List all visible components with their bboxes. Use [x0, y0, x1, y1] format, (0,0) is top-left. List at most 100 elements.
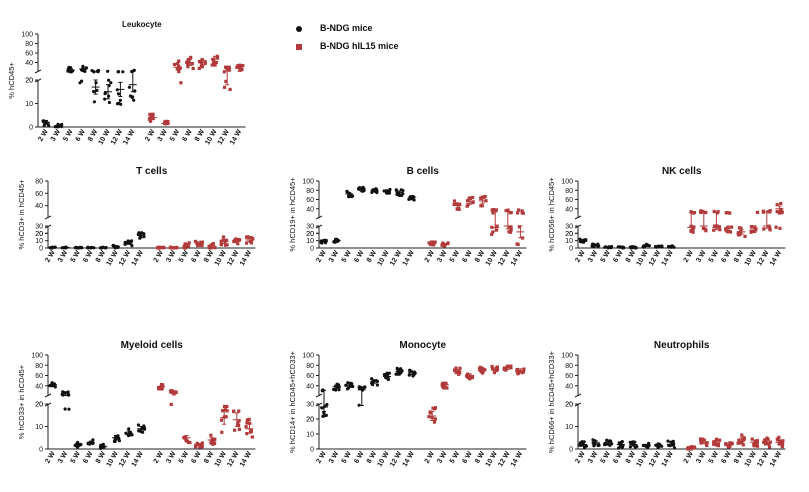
data-point — [346, 387, 350, 391]
panel-title: NK cells — [662, 166, 702, 177]
data-point — [190, 62, 194, 66]
data-point — [322, 411, 326, 415]
data-point — [495, 365, 499, 369]
data-point — [237, 419, 241, 423]
y-tick-label: 20 — [25, 78, 33, 85]
data-point — [718, 438, 722, 442]
x-tick-label: 14 W — [131, 249, 145, 267]
data-point — [740, 433, 744, 437]
y-tick-label: 40 — [565, 383, 573, 390]
data-point — [121, 70, 125, 74]
data-point — [370, 377, 374, 381]
data-point — [91, 438, 95, 442]
x-tick-label: 14 W — [229, 128, 243, 146]
data-point — [739, 226, 743, 230]
data-point — [337, 388, 341, 392]
y-tick-label: 40 — [35, 383, 43, 390]
panel-title: Myeloid cells — [121, 340, 184, 351]
x-tick-label: 8 W — [474, 249, 486, 264]
data-point — [187, 241, 191, 245]
legend-label: B-NDG mice — [320, 23, 373, 33]
data-point — [490, 232, 494, 236]
y-axis-label: % hCD33+ in hCD45+ — [17, 364, 26, 439]
data-point — [522, 367, 526, 371]
data-point — [91, 441, 95, 445]
data-point — [470, 376, 475, 380]
data-point — [705, 443, 709, 448]
y-tick-label: 60 — [35, 191, 43, 198]
data-point — [103, 97, 107, 101]
data-point — [248, 421, 252, 425]
data-point — [713, 224, 717, 228]
data-point — [177, 70, 181, 74]
y-tick-label: 30 — [35, 224, 43, 231]
y-tick-label: 80 — [25, 41, 33, 48]
data-point — [249, 430, 253, 434]
data-point — [225, 243, 229, 247]
data-point — [520, 209, 524, 213]
x-tick-label: 2 W — [574, 450, 586, 465]
data-point — [691, 228, 695, 233]
data-point — [169, 389, 174, 393]
data-point — [471, 201, 475, 205]
x-tick-label: 6 W — [353, 450, 365, 465]
data-point — [691, 230, 695, 234]
data-point — [362, 386, 366, 390]
y-tick-label: 0 — [310, 447, 314, 454]
y-tick-label: 0 — [569, 447, 573, 454]
data-point — [433, 406, 437, 410]
data-point — [504, 209, 508, 213]
x-tick-label: 8 W — [625, 450, 637, 465]
data-point — [471, 195, 475, 200]
data-point — [494, 208, 498, 212]
x-tick-label: 3 W — [695, 450, 707, 465]
data-point — [689, 210, 693, 214]
data-point — [151, 112, 155, 116]
data-point — [219, 243, 223, 247]
x-tick-label: 6 W — [720, 249, 732, 264]
data-point — [714, 443, 718, 447]
data-point — [387, 371, 391, 375]
y-tick-label: 10 — [25, 101, 33, 108]
data-point — [148, 116, 152, 120]
data-point — [249, 235, 253, 240]
x-tick-label: 8 W — [366, 450, 378, 465]
panel-title: Leukocyte — [122, 20, 162, 29]
data-point — [755, 444, 760, 448]
x-tick-label: 8 W — [625, 249, 637, 264]
data-point — [491, 230, 495, 234]
data-point — [483, 368, 487, 372]
x-tick-label: 3 W — [57, 249, 69, 264]
x-tick-label: 14 W — [239, 450, 253, 468]
x-tick-label: 2 W — [44, 249, 56, 264]
x-tick-label: 3 W — [165, 450, 177, 465]
x-tick-label: 5 W — [62, 128, 74, 143]
data-point — [765, 436, 769, 440]
data-point — [117, 101, 121, 105]
data-point — [199, 240, 203, 244]
data-point — [768, 226, 772, 230]
data-point — [777, 211, 781, 215]
y-tick-label: 80 — [35, 363, 43, 370]
x-tick-label: 8 W — [733, 450, 745, 465]
x-tick-label: 5 W — [178, 450, 190, 465]
x-tick-label: 3 W — [587, 249, 599, 264]
x-tick-label: 5 W — [70, 450, 82, 465]
data-point — [712, 228, 716, 232]
y-tick-label: 60 — [25, 51, 33, 58]
data-point — [441, 384, 445, 388]
data-point — [225, 404, 229, 409]
x-tick-label: 8 W — [203, 249, 215, 264]
data-point — [717, 225, 721, 229]
y-axis-label: % hCD45+ — [7, 62, 16, 99]
data-point — [754, 228, 758, 232]
x-tick-label: 5 W — [341, 249, 353, 264]
data-point — [220, 430, 224, 434]
y-tick-label: 0 — [310, 246, 314, 253]
y-tick-label: 20 — [35, 231, 43, 238]
data-point — [763, 438, 767, 442]
x-tick-label: 5 W — [600, 249, 612, 264]
data-point — [371, 383, 375, 387]
y-tick-label: 40 — [306, 383, 314, 390]
y-tick-label: 100 — [561, 179, 573, 186]
